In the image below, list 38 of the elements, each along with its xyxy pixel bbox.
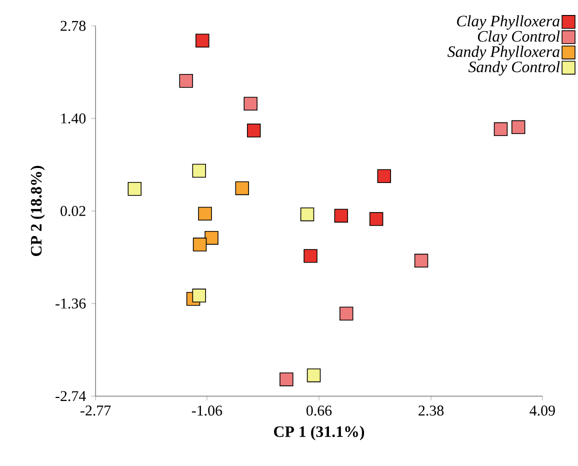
point — [246, 124, 261, 138]
y-tick-label: -2.74 — [56, 391, 86, 402]
legend-label: Sandy Phylloxera — [448, 46, 560, 60]
legend-label: Clay Phylloxera — [457, 15, 560, 30]
point — [414, 254, 428, 268]
point — [304, 249, 318, 263]
y-tick-label: -1.36 — [56, 298, 86, 309]
x-tick-label: -2.77 — [80, 406, 111, 416]
point — [244, 96, 258, 111]
point — [377, 169, 392, 184]
point — [300, 208, 314, 222]
point — [128, 182, 142, 196]
point — [280, 372, 294, 386]
x-tick-label: 0.66 — [306, 406, 332, 416]
point — [334, 208, 348, 223]
x-tick-label: 4.09 — [530, 406, 555, 416]
point — [192, 164, 206, 178]
point — [198, 206, 212, 221]
point — [204, 231, 218, 245]
point — [192, 238, 207, 252]
x-tick-label: 2.38 — [418, 406, 444, 416]
point — [306, 368, 321, 382]
point — [192, 288, 206, 302]
point — [339, 306, 354, 321]
y-tick-label: 2.78 — [60, 20, 86, 32]
point — [494, 122, 508, 136]
point — [179, 74, 193, 88]
legend-label: Clay Control — [478, 30, 560, 46]
point — [196, 34, 210, 48]
y-tick-label: 1.40 — [61, 113, 86, 124]
x-tick-label: -1.06 — [192, 406, 222, 416]
point — [235, 181, 249, 196]
legend-label: Sandy Control — [468, 61, 560, 76]
y-axis-title: CP 2 (18.8%) — [30, 166, 45, 256]
point — [511, 120, 526, 134]
x-axis-title: CP 1 (31.1%) — [274, 426, 364, 440]
y-tick-label: 0.02 — [60, 206, 86, 216]
point — [369, 212, 384, 226]
